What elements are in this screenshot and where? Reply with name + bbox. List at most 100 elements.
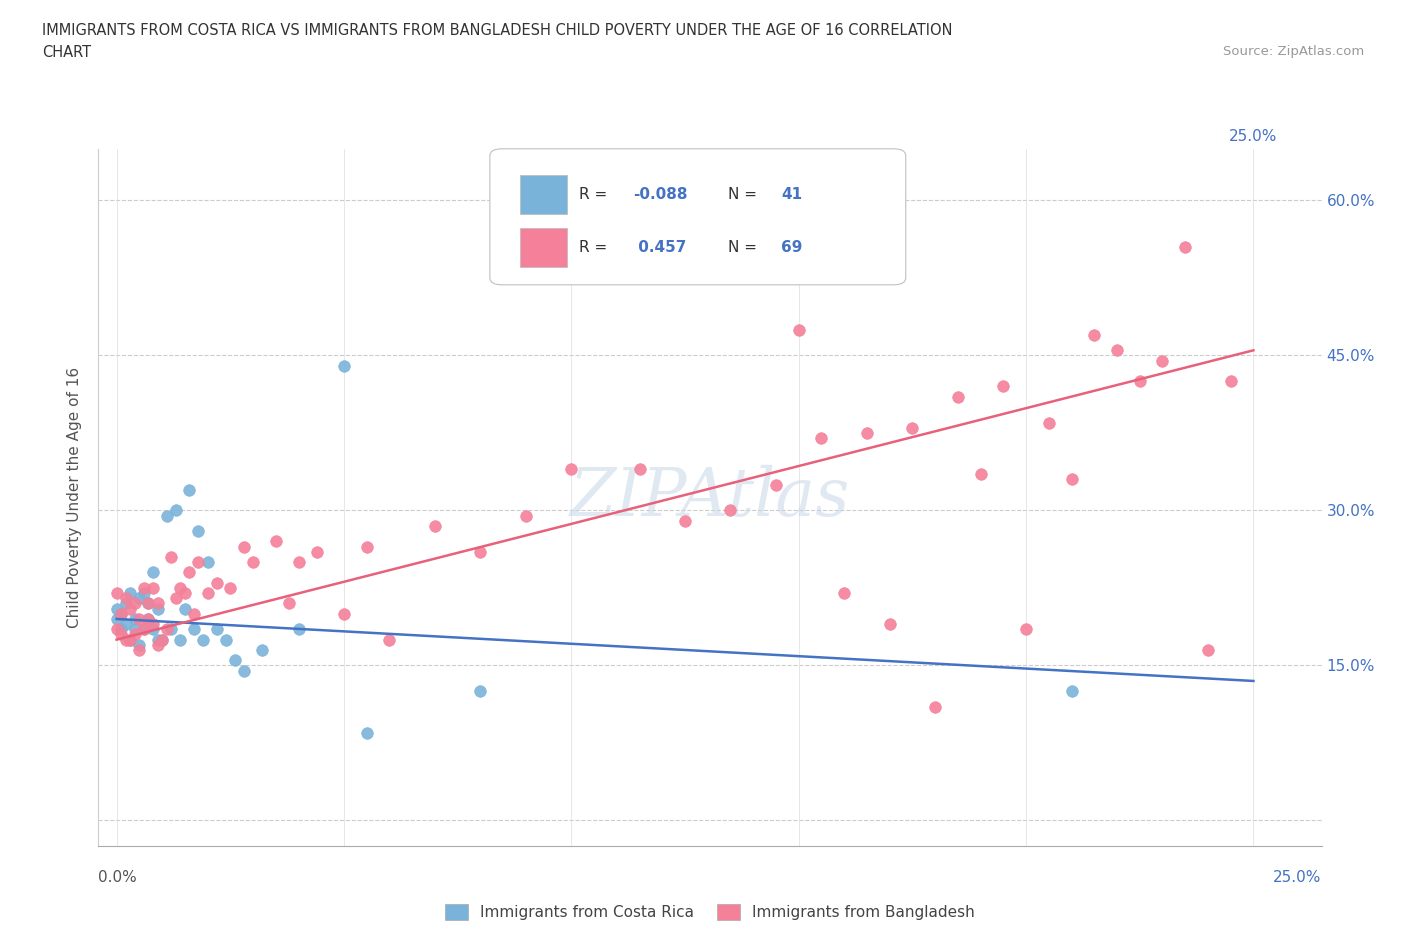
Point (242, 554, 264, 569)
Point (132, 622, 155, 637)
Point (205, 622, 228, 637)
Text: 41: 41 (780, 187, 801, 203)
Point (470, 684, 492, 698)
Point (179, 565, 201, 580)
Point (132, 622, 155, 637)
Point (205, 576, 228, 591)
Point (187, 524, 209, 538)
Point (470, 544, 492, 559)
Point (146, 632, 169, 647)
Point (142, 617, 165, 631)
FancyBboxPatch shape (520, 228, 567, 267)
Point (156, 622, 179, 637)
Point (132, 580, 155, 595)
Point (142, 622, 165, 637)
Text: IMMIGRANTS FROM COSTA RICA VS IMMIGRANTS FROM BANGLADESH CHILD POVERTY UNDER THE: IMMIGRANTS FROM COSTA RICA VS IMMIGRANTS… (42, 23, 953, 38)
Point (560, 461, 582, 476)
Point (765, 477, 787, 492)
Point (120, 586, 142, 601)
Point (114, 591, 136, 605)
Point (138, 612, 160, 627)
Point (720, 503, 742, 518)
Point (1174, 240, 1197, 255)
Point (197, 586, 219, 601)
Point (232, 663, 254, 678)
Point (191, 632, 214, 647)
Point (128, 591, 150, 605)
Point (924, 699, 946, 714)
Point (183, 622, 205, 637)
Point (787, 322, 810, 337)
Point (673, 513, 696, 528)
Point (128, 643, 150, 658)
Point (110, 606, 132, 621)
Point (856, 426, 879, 441)
Point (173, 586, 195, 601)
Text: R =: R = (579, 187, 612, 203)
Point (146, 596, 169, 611)
Point (138, 596, 160, 611)
Point (1219, 374, 1241, 389)
Text: CHART: CHART (42, 45, 91, 60)
Point (1152, 353, 1174, 368)
Point (110, 606, 132, 621)
Point (132, 586, 155, 601)
Point (114, 632, 136, 647)
Text: ZIPAtlas: ZIPAtlas (569, 465, 851, 530)
Point (287, 554, 309, 569)
Text: 69: 69 (780, 240, 803, 255)
Point (138, 612, 160, 627)
Point (378, 632, 401, 647)
Point (120, 632, 142, 647)
Point (287, 622, 309, 637)
Point (250, 643, 273, 658)
Point (356, 725, 378, 740)
Point (969, 467, 991, 482)
Point (128, 637, 150, 652)
Text: 0.457: 0.457 (633, 240, 686, 255)
Point (128, 612, 150, 627)
Y-axis label: Child Poverty Under the Age of 16: Child Poverty Under the Age of 16 (67, 367, 83, 628)
FancyBboxPatch shape (520, 176, 567, 215)
Point (124, 627, 146, 642)
Point (150, 632, 173, 647)
Point (628, 461, 651, 476)
Point (232, 539, 254, 554)
Point (165, 591, 187, 605)
Text: 0.0%: 0.0% (98, 870, 138, 884)
Point (114, 596, 136, 611)
Point (142, 565, 165, 580)
Point (879, 617, 901, 631)
Point (110, 622, 132, 637)
Point (224, 653, 246, 668)
Point (160, 622, 183, 637)
Point (142, 580, 165, 595)
Point (1197, 643, 1219, 658)
Point (278, 596, 301, 611)
Point (146, 637, 169, 652)
Point (333, 358, 356, 373)
Point (305, 544, 328, 559)
Point (114, 617, 136, 631)
Point (810, 431, 832, 445)
Point (219, 580, 242, 595)
Point (515, 508, 537, 523)
Point (105, 622, 128, 637)
Point (333, 606, 356, 621)
Point (993, 379, 1015, 394)
Point (156, 508, 179, 523)
Text: R =: R = (579, 240, 612, 255)
Point (946, 390, 969, 405)
Point (165, 503, 187, 518)
Point (124, 612, 146, 627)
Point (173, 601, 195, 616)
Point (1038, 415, 1060, 430)
Point (150, 632, 173, 647)
Legend: Immigrants from Costa Rica, Immigrants from Bangladesh: Immigrants from Costa Rica, Immigrants f… (439, 898, 981, 926)
Point (1060, 472, 1083, 487)
Text: 25.0%: 25.0% (1274, 870, 1322, 884)
Point (1083, 327, 1105, 342)
Point (356, 539, 378, 554)
Point (169, 580, 191, 595)
Point (901, 420, 924, 435)
